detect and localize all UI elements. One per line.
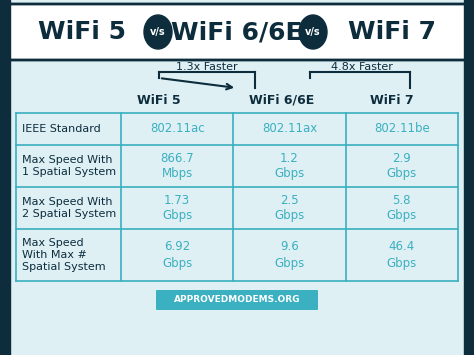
Text: 6.92
Gbps: 6.92 Gbps	[162, 240, 192, 269]
Text: APPROVEDMODEMS.ORG: APPROVEDMODEMS.ORG	[174, 295, 300, 305]
FancyBboxPatch shape	[156, 290, 318, 310]
Ellipse shape	[144, 15, 172, 49]
Text: Max Speed With
2 Spatial System: Max Speed With 2 Spatial System	[22, 197, 116, 219]
Text: WiFi 7: WiFi 7	[348, 20, 436, 44]
Text: v/s: v/s	[305, 27, 321, 37]
Text: 802.11ax: 802.11ax	[262, 122, 317, 136]
Text: 2.5
Gbps: 2.5 Gbps	[274, 193, 305, 223]
Text: WiFi 5: WiFi 5	[38, 20, 126, 44]
Ellipse shape	[299, 15, 327, 49]
Text: Max Speed With
1 Spatial System: Max Speed With 1 Spatial System	[22, 155, 116, 177]
Text: WiFi 6/6E: WiFi 6/6E	[171, 20, 303, 44]
Text: 802.11ac: 802.11ac	[150, 122, 204, 136]
Text: WiFi 5: WiFi 5	[137, 93, 181, 106]
Text: WiFi 6/6E: WiFi 6/6E	[249, 93, 315, 106]
Bar	[0, 0, 10, 355]
Text: WiFi 7: WiFi 7	[370, 93, 414, 106]
Bar	[464, 0, 474, 355]
Text: 5.8
Gbps: 5.8 Gbps	[387, 193, 417, 223]
Text: 1.2
Gbps: 1.2 Gbps	[274, 152, 305, 180]
Text: Max Speed
With Max #
Spatial System: Max Speed With Max # Spatial System	[22, 237, 106, 272]
Text: 4.8x Faster: 4.8x Faster	[331, 62, 393, 72]
Text: v/s: v/s	[150, 27, 166, 37]
Text: 46.4
Gbps: 46.4 Gbps	[387, 240, 417, 269]
Text: 1.73
Gbps: 1.73 Gbps	[162, 193, 192, 223]
Text: 866.7
Mbps: 866.7 Mbps	[160, 152, 194, 180]
Text: 2.9
Gbps: 2.9 Gbps	[387, 152, 417, 180]
FancyBboxPatch shape	[6, 4, 468, 60]
Text: 802.11be: 802.11be	[374, 122, 430, 136]
Text: IEEE Standard: IEEE Standard	[22, 124, 101, 134]
Text: 9.6
Gbps: 9.6 Gbps	[274, 240, 305, 269]
Text: 1.3x Faster: 1.3x Faster	[176, 62, 238, 72]
